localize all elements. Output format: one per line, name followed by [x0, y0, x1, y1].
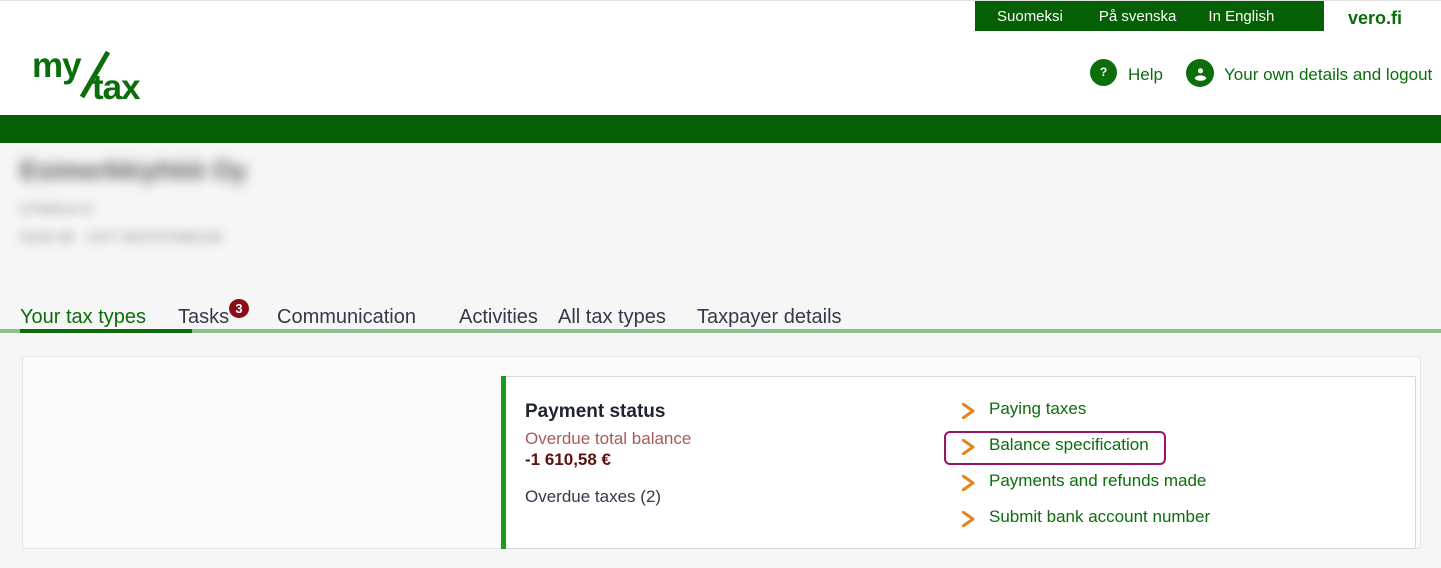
svg-text:?: ? — [1100, 66, 1107, 79]
